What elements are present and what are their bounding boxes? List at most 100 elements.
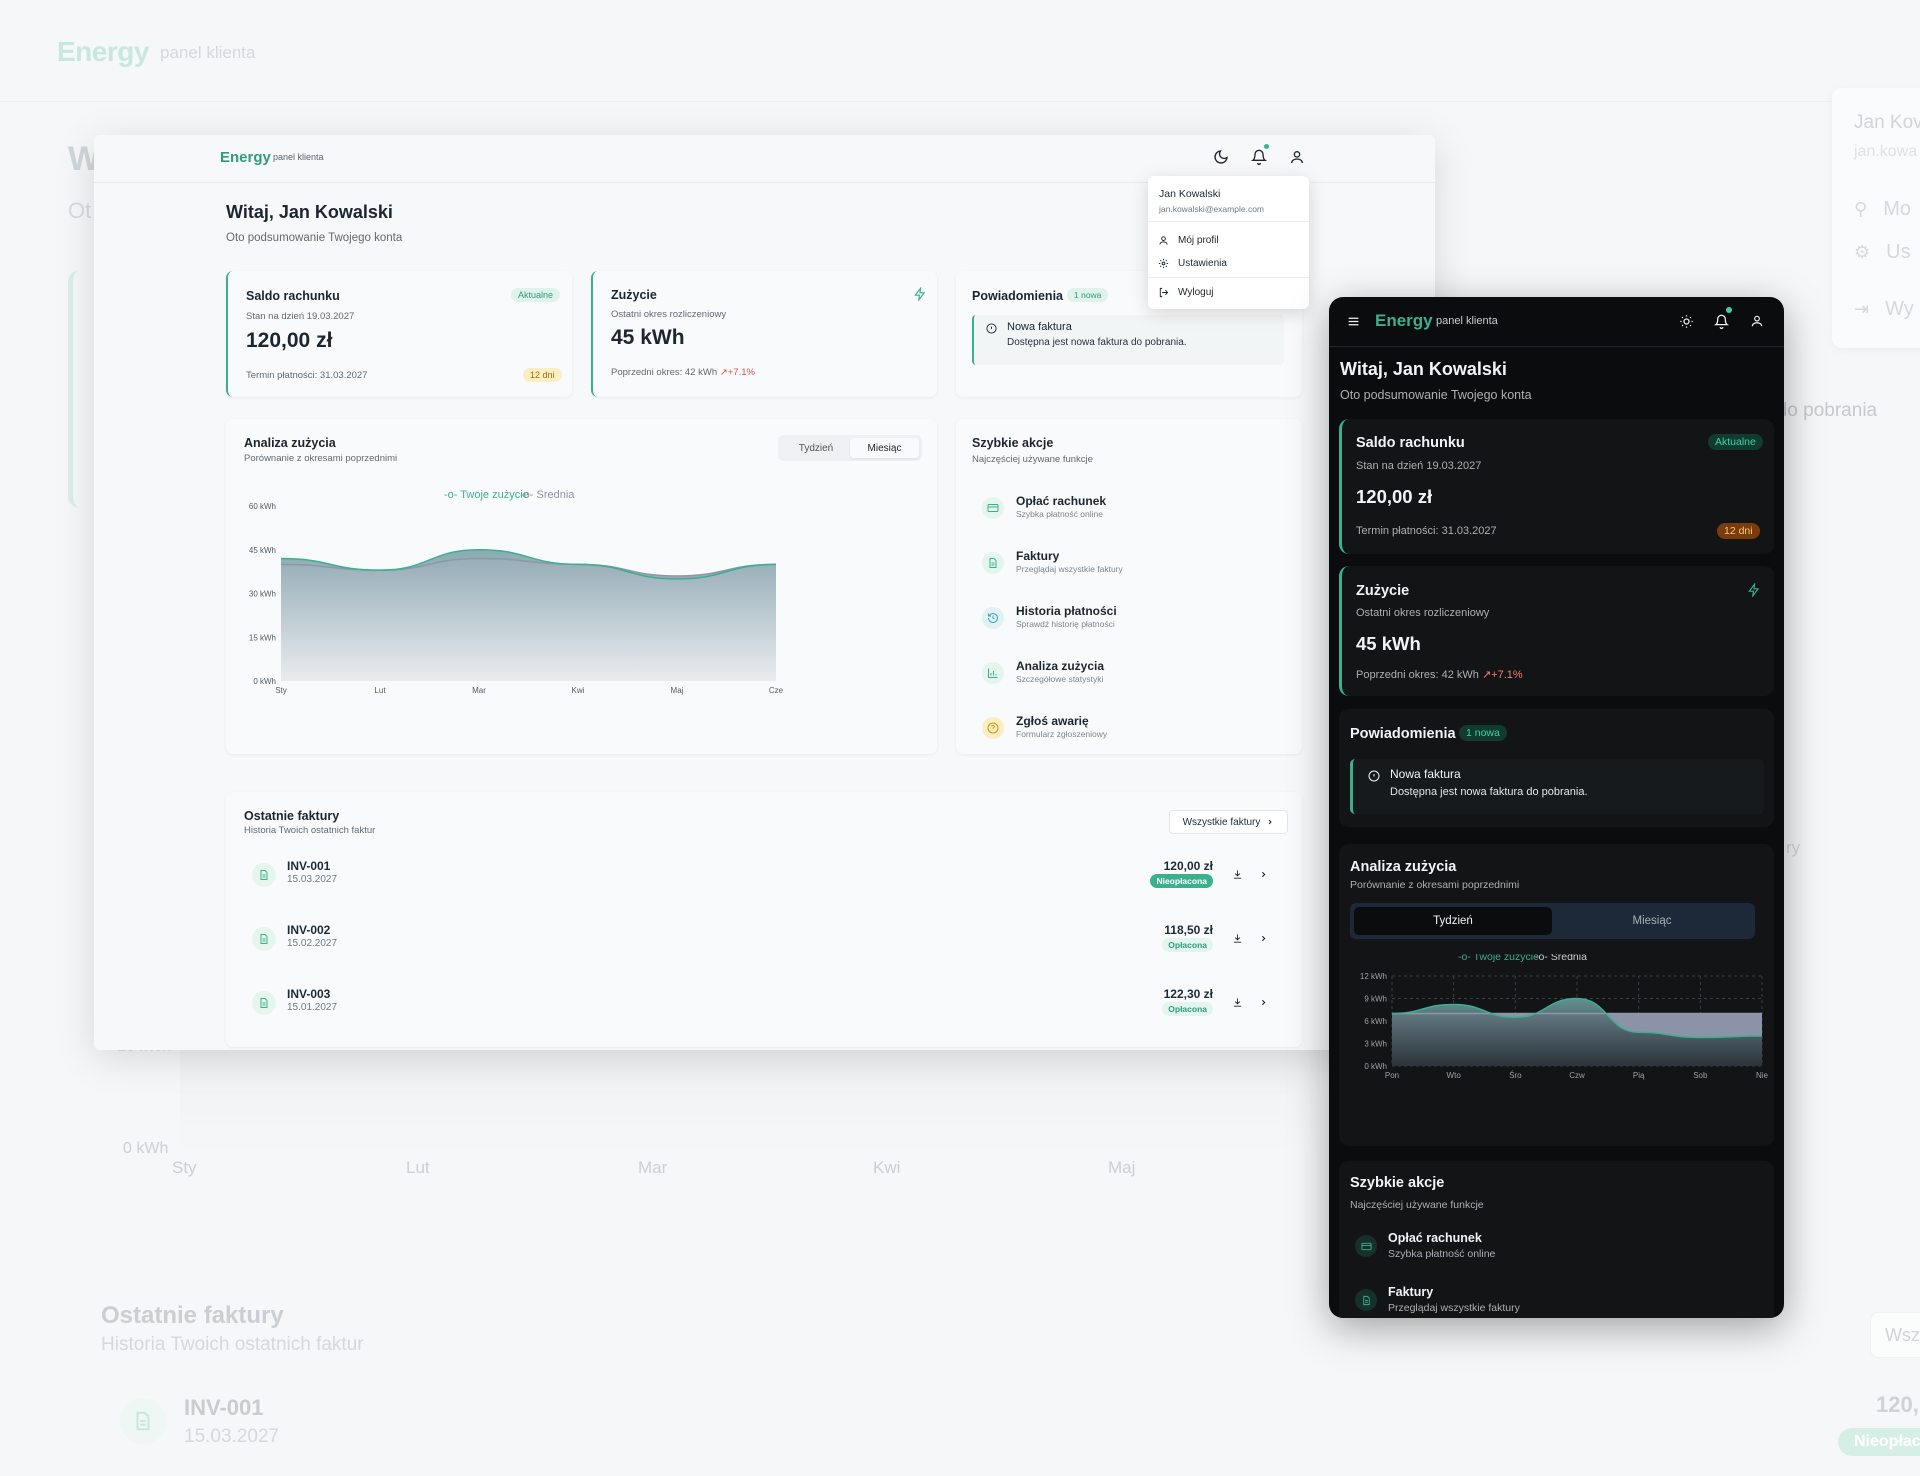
background-menu-settings: ⚙ Us [1854, 241, 1911, 263]
y-tick-label: 0 kWh [1364, 1062, 1387, 1071]
mobile-page-title: Witaj, Jan Kowalski [1340, 359, 1507, 379]
user-dropdown-menu: Jan Kowalski jan.kowalski@example.com Mó… [1148, 176, 1309, 309]
x-tick-label: Sob [1693, 1071, 1708, 1080]
usage-value: 45 kWh [611, 326, 685, 349]
download-icon[interactable] [1229, 994, 1245, 1010]
chevron-right-icon[interactable] [1255, 930, 1271, 946]
invoice-status: Nieopłacona [1150, 874, 1213, 888]
bell-icon[interactable] [1714, 307, 1732, 329]
quick-action-title: Historia płatności [1016, 604, 1117, 618]
quick-action-title: Faktury [1016, 549, 1060, 563]
all-invoices-label: Wszystkie faktury [1182, 816, 1261, 828]
background-user-email: jan.kowa [1854, 143, 1918, 160]
lightning-icon [913, 287, 927, 301]
invoice-amount: 122,30 zł [1163, 987, 1213, 1001]
notifications-badge: 1 nowa [1067, 288, 1109, 302]
analysis-card: Analiza zużycia Porównanie z okresami po… [226, 419, 937, 754]
mobile-quick-action-invoices[interactable]: Faktury Przeglądaj wszystkie faktury [1350, 1281, 1760, 1318]
mobile-notifications-card: Powiadomienia 1 nowa Nowa faktura Dostęp… [1339, 709, 1774, 827]
invoice-date: 15.02.2027 [287, 938, 338, 949]
invoice-id: INV-001 [287, 859, 331, 873]
x-tick-label: Wto [1447, 1071, 1462, 1080]
usage-previous: Poprzedni okres: 42 kWh ↗+7.1% [611, 367, 755, 378]
quick-action-pay[interactable]: Opłać rachunek Szybka płatność online [972, 491, 1252, 531]
mobile-tab-week[interactable]: Tydzień [1354, 907, 1552, 935]
mobile-balance-title: Saldo rachunku [1356, 435, 1465, 451]
download-icon[interactable] [1229, 930, 1245, 946]
tab-week[interactable]: Tydzień [798, 442, 834, 454]
mobile-window: Energy panel klienta Witaj, Jan Kowalski… [1329, 297, 1784, 1318]
file-icon [252, 927, 276, 951]
series-line-your-usage [280, 548, 777, 580]
background-chart-area [180, 1040, 1320, 1152]
mobile-notifications-title: Powiadomienia [1350, 726, 1456, 742]
mobile-balance-date: Stan na dzień 19.03.2027 [1356, 460, 1482, 472]
desktop-window: Energy panel klienta Witaj, Jan Kowalski… [94, 135, 1435, 1050]
invoice-row[interactable]: INV-003 15.01.2027 122,30 zł Opłacona [242, 981, 1297, 1031]
quick-action-subtitle: Sprawdź historię płatności [1016, 619, 1115, 629]
logo[interactable]: Energy [220, 149, 271, 166]
mobile-balance-days-badge: 12 dni [1717, 523, 1760, 539]
x-tick-label: Nie [1756, 1071, 1769, 1080]
notification-dot [1264, 144, 1269, 149]
menu-item-profile[interactable]: Mój profil [1158, 231, 1219, 249]
moon-icon[interactable] [1213, 149, 1231, 167]
background-summary: Ot [68, 198, 92, 223]
period-toggle: Tydzień Miesiąc [778, 435, 922, 461]
notification-item[interactable]: Nowa faktura Dostępna jest nowa faktura … [972, 315, 1284, 365]
chevron-right-icon[interactable] [1255, 994, 1271, 1010]
mobile-quick-actions-title: Szybkie akcje [1350, 1175, 1445, 1191]
invoice-row[interactable]: INV-001 15.03.2027 120,00 zł Nieopłacona [242, 853, 1297, 903]
x-tick-label: Maj [671, 686, 684, 695]
credit-card-icon [982, 497, 1004, 519]
page-title: Witaj, Jan Kowalski [226, 202, 393, 222]
menu-icon[interactable] [1347, 315, 1360, 328]
balance-days-badge: 12 dni [523, 368, 562, 382]
bell-icon[interactable] [1251, 144, 1269, 167]
y-tick-label: 6 kWh [1364, 1017, 1387, 1026]
user-icon[interactable] [1750, 314, 1764, 328]
tab-month[interactable]: Miesiąc [850, 438, 919, 458]
background-logo-sub: panel klienta [160, 43, 256, 62]
background-dropdown: Jan Kov jan.kowa ⚲ Mo ⚙ Us ⇥ Wy [1832, 88, 1920, 348]
mobile-quick-action-title: Faktury [1388, 1285, 1434, 1299]
user-icon[interactable] [1289, 149, 1307, 167]
menu-item-logout[interactable]: Wyloguj [1158, 283, 1213, 301]
background-invoice-date: 15.03.2027 [184, 1426, 280, 1447]
mobile-analysis-title: Analiza zużycia [1350, 859, 1457, 875]
mobile-logo[interactable]: Energy [1375, 311, 1433, 330]
invoices-card: Ostatnie faktury Historia Twoich ostatni… [226, 792, 1302, 1047]
all-invoices-button[interactable]: Wszystkie faktury [1169, 810, 1288, 834]
notifications-title: Powiadomienia [972, 289, 1063, 303]
chevron-right-icon [1266, 818, 1274, 826]
background-invoice-status: Nieopłac [1838, 1428, 1920, 1456]
mobile-tab-month[interactable]: Miesiąc [1632, 915, 1672, 927]
mobile-quick-action-pay[interactable]: Opłać rachunek Szybka płatność online [1350, 1227, 1760, 1267]
mobile-analysis-subtitle: Porównanie z okresami poprzednimi [1350, 879, 1520, 891]
quick-action-history[interactable]: Historia płatności Sprawdź historię płat… [972, 601, 1252, 641]
download-icon[interactable] [1229, 866, 1245, 882]
menu-item-label: Ustawienia [1178, 257, 1227, 269]
background-card-edge [68, 270, 98, 508]
mobile-notification-text: Dostępna jest nowa faktura do pobrania. [1390, 786, 1588, 798]
mobile-usage-card: Zużycie Ostatni okres rozliczeniowy 45 k… [1339, 566, 1774, 696]
file-icon [252, 991, 276, 1015]
quick-action-report[interactable]: Zgłoś awarię Formularz zgłoszeniowy [972, 711, 1252, 751]
quick-action-invoices[interactable]: Faktury Przeglądaj wszystkie faktury [972, 546, 1252, 586]
usage-title: Zużycie [611, 288, 657, 302]
dropdown-user-name: Jan Kowalski [1159, 188, 1221, 200]
mobile-balance-badge: Aktualne [1708, 434, 1763, 450]
chevron-right-icon[interactable] [1255, 866, 1271, 882]
menu-item-settings[interactable]: Ustawienia [1158, 254, 1227, 272]
invoice-row[interactable]: INV-002 15.02.2027 118,50 zł Opłacona [242, 917, 1297, 967]
sun-icon[interactable] [1679, 314, 1694, 329]
invoice-id: INV-002 [287, 923, 331, 937]
mobile-period-toggle: Tydzień Miesiąc [1350, 903, 1755, 939]
mobile-notification-item[interactable]: Nowa faktura Dostępna jest nowa faktura … [1350, 759, 1764, 814]
quick-action-analysis[interactable]: Analiza zużycia Szczegółowe statystyki [972, 656, 1252, 696]
mobile-usage-title: Zużycie [1356, 583, 1410, 599]
invoice-id: INV-003 [287, 987, 331, 1001]
balance-badge: Aktualne [511, 288, 561, 302]
desktop-header: Energy panel klienta [94, 135, 1435, 183]
quick-action-subtitle: Formularz zgłoszeniowy [1016, 729, 1108, 739]
